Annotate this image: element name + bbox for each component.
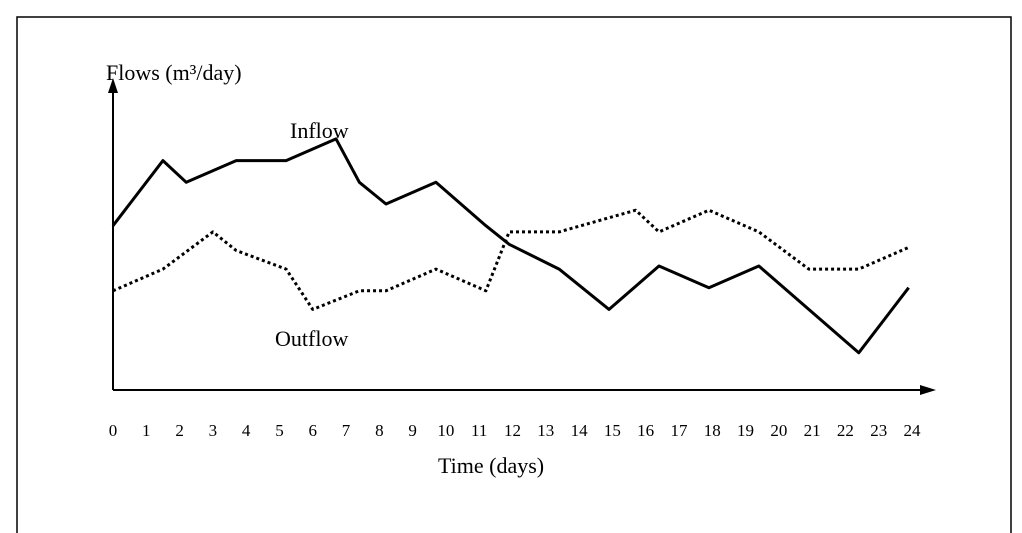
x-tick-label: 15 <box>604 421 621 440</box>
series-line <box>111 137 910 355</box>
y-arrow <box>108 78 118 93</box>
x-tick-label: 20 <box>770 421 787 440</box>
x-tick-label: 1 <box>142 421 151 440</box>
frame <box>16 16 1012 533</box>
x-arrow <box>920 385 936 395</box>
series-line <box>112 208 910 311</box>
x-tick-label: 12 <box>504 421 521 440</box>
x-tick-label: 14 <box>571 421 589 440</box>
x-tick-label: 9 <box>408 421 417 440</box>
x-tick-label: 21 <box>804 421 821 440</box>
x-tick-label: 3 <box>209 421 218 440</box>
x-tick-label: 19 <box>737 421 754 440</box>
x-tick-label: 13 <box>537 421 554 440</box>
x-tick-label: 24 <box>904 421 922 440</box>
x-tick-label: 8 <box>375 421 384 440</box>
x-tick-label: 6 <box>309 421 318 440</box>
x-tick-label: 17 <box>670 421 688 440</box>
series-label: Outflow <box>275 326 348 351</box>
series-label: Inflow <box>290 118 349 143</box>
x-tick-label: 22 <box>837 421 854 440</box>
x-tick-label: 16 <box>637 421 654 440</box>
x-axis-label: Time (days) <box>438 453 544 478</box>
x-tick-label: 5 <box>275 421 284 440</box>
x-tick-label: 2 <box>175 421 184 440</box>
x-tick-label: 11 <box>471 421 487 440</box>
x-tick-label: 0 <box>109 421 118 440</box>
x-tick-label: 10 <box>437 421 454 440</box>
x-tick-label: 18 <box>704 421 721 440</box>
y-axis-label: Flows (m³/day) <box>106 60 242 85</box>
x-tick-label: 4 <box>242 421 251 440</box>
x-tick-label: 23 <box>870 421 887 440</box>
x-tick-label: 7 <box>342 421 351 440</box>
